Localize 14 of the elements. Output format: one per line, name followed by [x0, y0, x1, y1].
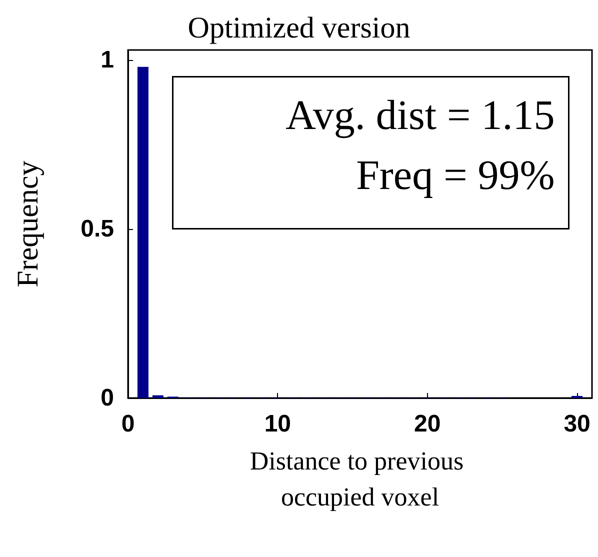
- y-tick-label: 0: [100, 384, 114, 412]
- annotation: Freq = 99%: [356, 152, 555, 199]
- annotation: Avg. dist = 1.15: [286, 92, 555, 139]
- y-axis-title: Frequency: [12, 160, 44, 288]
- y-tick-label: 0.5: [80, 216, 114, 243]
- y-tick-label: 1: [100, 46, 114, 74]
- bar: [152, 395, 164, 398]
- x-tick-label: 30: [564, 410, 590, 438]
- x-axis-title: Distance to previous occupied voxel: [250, 446, 470, 512]
- x-tick-label: 10: [264, 410, 292, 438]
- chart-title: Optimized version: [188, 12, 410, 44]
- bar: [137, 66, 148, 398]
- x-tick-label: 20: [414, 410, 441, 438]
- x-tick-label: 0: [121, 410, 135, 438]
